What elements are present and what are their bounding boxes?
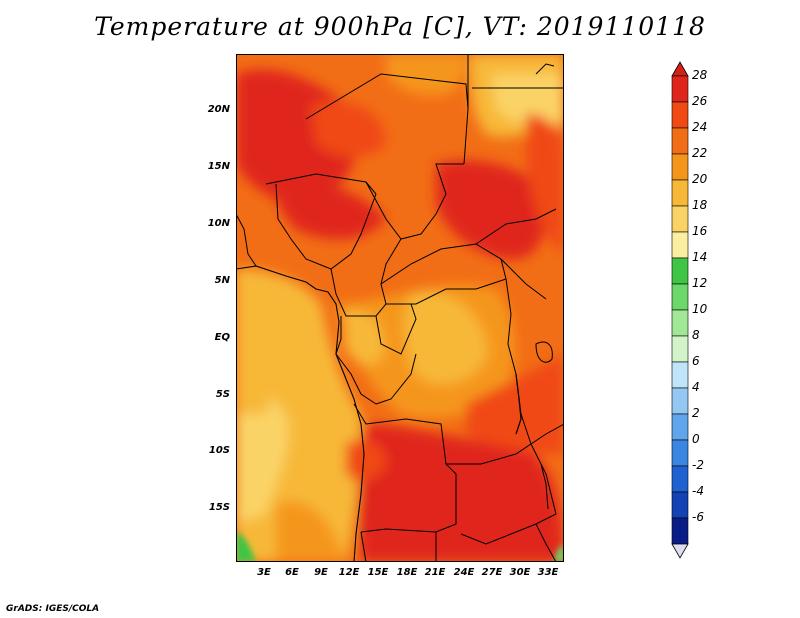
colorbar-tick-label: 28 (692, 68, 708, 82)
colorbar-swatch (671, 179, 689, 207)
colorbar (671, 61, 689, 559)
colorbar-swatch (671, 75, 689, 103)
lat-label-15n: 15N (207, 161, 230, 172)
colorbar-swatch (671, 231, 689, 259)
colorbar-tick-label: 22 (692, 146, 708, 160)
colorbar-tick-label: 16 (692, 224, 708, 238)
temperature-field (236, 54, 564, 562)
lon-label-33e: 33E (537, 567, 559, 578)
lon-label-24e: 24E (453, 567, 475, 578)
colorbar-swatch (671, 387, 689, 415)
colorbar-swatch (671, 127, 689, 155)
lon-label-6e: 6E (285, 567, 299, 578)
lat-label-5n: 5N (214, 275, 230, 286)
colorbar-swatch (671, 205, 689, 233)
colorbar-tick-label: 10 (692, 302, 708, 316)
colorbar-swatch (671, 101, 689, 129)
colorbar-tick-label: 24 (692, 120, 708, 134)
colorbar-tick-label: 4 (692, 380, 700, 394)
lat-label-15s: 15S (208, 502, 230, 513)
lat-label-20n: 20N (207, 104, 230, 115)
lon-label-27e: 27E (481, 567, 503, 578)
lon-label-21e: 21E (424, 567, 446, 578)
lon-label-30e: 30E (509, 567, 531, 578)
grads-credit: GrADS: IGES/COLA (6, 604, 100, 614)
colorbar-tick-label: 8 (692, 328, 700, 342)
colorbar-swatch (671, 335, 689, 363)
map-title: Temperature at 900hPa [C], VT: 201911011… (94, 12, 706, 41)
colorbar-tick-label: -6 (692, 510, 704, 524)
country-boundaries (235, 54, 565, 563)
colorbar-tick-label: 26 (692, 94, 708, 108)
lon-label-18e: 18E (396, 567, 418, 578)
colorbar-tick-label: 12 (692, 276, 708, 290)
lon-label-12e: 12E (338, 567, 360, 578)
colorbar-bottom-arrow (671, 543, 689, 559)
lat-label-5s: 5S (215, 389, 230, 400)
colorbar-swatch (671, 309, 689, 337)
colorbar-tick-label: -4 (692, 484, 704, 498)
colorbar-swatch (671, 491, 689, 519)
colorbar-swatch (671, 153, 689, 181)
lat-label-10s: 10S (208, 445, 230, 456)
map-canvas (235, 54, 565, 563)
colorbar-swatch (671, 439, 689, 467)
temperature-map (235, 54, 565, 563)
colorbar-tick-label: 18 (692, 198, 708, 212)
colorbar-swatch (671, 283, 689, 311)
lon-label-9e: 9E (314, 567, 328, 578)
lat-label-eq: EQ (214, 332, 230, 343)
colorbar-tick-label: 14 (692, 250, 708, 264)
colorbar-tick-label: 0 (692, 432, 700, 446)
colorbar-top-arrow (671, 61, 689, 77)
colorbar-tick-label: 2 (692, 406, 700, 420)
colorbar-swatch (671, 413, 689, 441)
lon-label-3e: 3E (257, 567, 271, 578)
colorbar-swatch (671, 517, 689, 545)
map-frame (236, 54, 564, 562)
colorbar-swatch (671, 257, 689, 285)
colorbar-swatch (671, 361, 689, 389)
colorbar-tick-label: 20 (692, 172, 708, 186)
colorbar-swatch (671, 465, 689, 493)
colorbar-tick-label: -2 (692, 458, 704, 472)
lat-label-10n: 10N (207, 218, 230, 229)
lon-label-15e: 15E (367, 567, 389, 578)
colorbar-tick-label: 6 (692, 354, 700, 368)
